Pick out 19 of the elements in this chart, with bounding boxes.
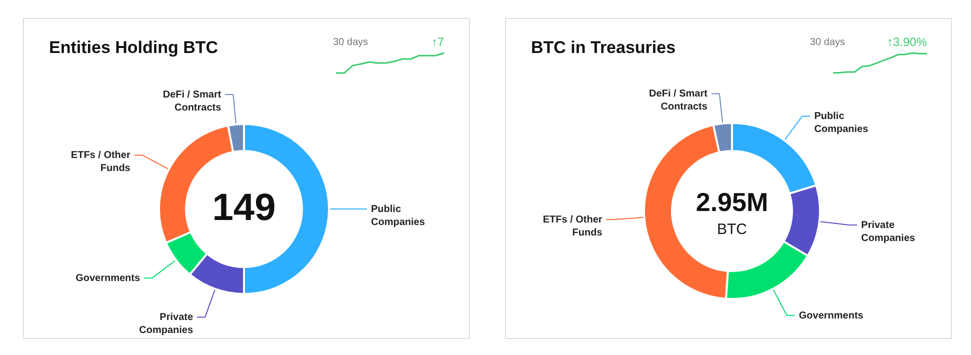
legend-label: Governments bbox=[798, 310, 864, 322]
text: ↑7 bbox=[431, 35, 444, 49]
text: 149 bbox=[212, 187, 276, 229]
chart-title: BTC in Treasuries bbox=[531, 38, 676, 57]
text: ↑3.90% bbox=[886, 35, 928, 49]
text: 30 days bbox=[333, 37, 368, 48]
chart-title: Entities Holding BTC bbox=[49, 38, 218, 57]
slice-label: Public Companies bbox=[371, 204, 426, 228]
legend-label: Public Companies bbox=[814, 111, 869, 136]
legend-label: DeFi / Smart Contracts bbox=[162, 90, 222, 114]
legend-label: Governments bbox=[76, 273, 140, 284]
slice-label: DeFi / Smart Contracts bbox=[649, 88, 708, 113]
text: 30 days bbox=[810, 37, 846, 48]
legend-label: ETFs / Other Funds bbox=[70, 150, 131, 174]
legend-label: Private Companies bbox=[861, 220, 916, 244]
text: BTC bbox=[717, 221, 748, 238]
text: 2.95M bbox=[696, 187, 768, 217]
legend-label: Private Companies bbox=[139, 312, 194, 336]
slice-label: ETFs / Other Funds bbox=[542, 214, 603, 239]
